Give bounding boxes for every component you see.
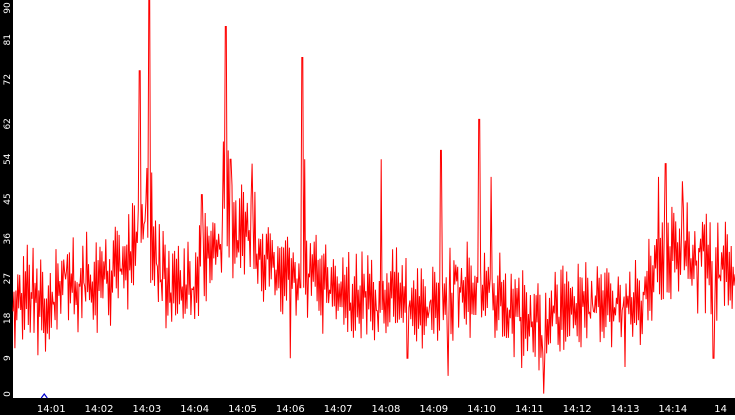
x-tick-label: 14:04 [180,404,209,415]
x-tick-label: 14:11 [515,404,544,415]
x-tick-label: 14:08 [372,404,401,415]
y-axis-ticks: 0 9 18 27 36 45 54 62 72 81 90 [3,2,13,397]
y-tick-label: 54 [3,153,13,165]
x-tick-label: 14:09 [419,404,448,415]
y-tick-label: 36 [3,233,13,245]
left-axis-bar [0,0,13,398]
x-tick-label: 14:05 [228,404,257,415]
x-tick-label: 14:02 [85,404,114,415]
y-tick-label: 27 [3,273,13,284]
y-tick-label: 90 [3,2,13,14]
x-tick-label: 14:12 [563,404,592,415]
y-tick-label: 0 [3,391,13,397]
y-tick-label: 9 [3,355,13,361]
series-line [12,0,735,394]
x-tick-label: 14:06 [276,404,305,415]
y-tick-label: 62 [3,118,13,129]
x-axis-ticks: 14:01 14:02 14:03 14:04 14:05 14:06 14:07 14:08… [37,404,727,415]
y-tick-label: 18 [3,312,13,324]
y-tick-label: 72 [3,74,13,85]
x-tick-label: 14:13 [611,404,640,415]
x-tick-label: 14:01 [37,404,66,415]
bottom-axis-bar [0,398,735,415]
time-marker-icon [40,393,48,399]
x-tick-label: 14:03 [132,404,161,415]
x-tick-label: 14:07 [324,404,353,415]
x-tick-label: 14 [714,404,727,415]
y-tick-label: 81 [3,34,13,45]
x-tick-label: 14:10 [467,404,496,415]
x-tick-label: 14:14 [658,404,687,415]
y-tick-label: 45 [3,193,13,204]
